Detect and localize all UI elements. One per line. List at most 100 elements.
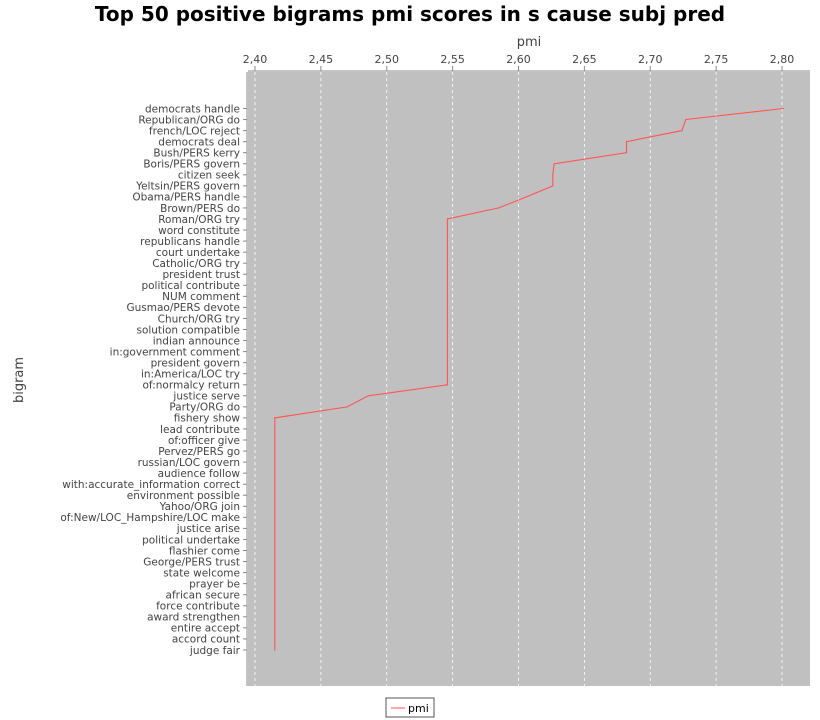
y-category-label: Church/ORG try [158,313,240,325]
series-group [274,107,784,651]
data-point [274,450,276,452]
data-point [525,196,528,198]
data-point [274,549,276,552]
x-tick-label: 2,75 [704,53,729,66]
legend: pmi [385,697,435,718]
data-point [274,560,276,563]
y-category-label: award strengthen [147,612,240,624]
y-category-label: prayer be [189,578,240,590]
x-tick-label: 2,60 [506,53,531,66]
y-category-label: political undertake [142,534,240,546]
x-tick-label: 2,70 [638,53,663,66]
y-category-label: accord count [172,634,240,646]
data-point [446,262,448,264]
y-category-label: judge fair [189,645,241,657]
y-category-label: justice arise [176,523,240,535]
data-point [446,317,448,320]
data-point [681,130,683,132]
data-point [274,572,276,574]
data-point [274,605,276,607]
y-category-label: entire accept [171,623,240,635]
data-point [274,505,276,507]
y-category-label: Gusmao/PERS devote [127,302,241,314]
data-point [274,638,276,640]
data-point [552,185,554,187]
data-point [346,406,348,408]
data-point [274,494,276,496]
legend-label: pmi [408,702,429,715]
legend-box [385,697,435,718]
y-category-label: audience follow [158,468,241,480]
series-line-pmi [274,107,784,650]
x-axis-label: pmi [517,35,542,50]
y-category-label: Catholic/ORG try [152,258,240,270]
data-point [446,251,448,253]
chart-title: Top 50 positive bigrams pmi scores in s … [95,2,725,26]
y-category-label: democrats handle [145,103,240,115]
y-category-label: african secure [166,590,240,602]
y-category-label: democrats deal [158,136,240,148]
y-category-label: Bush/PERS kerry [153,148,240,160]
data-point [446,306,448,308]
data-point [367,395,369,397]
data-point [625,141,628,143]
y-category-label: of:New/LOC_Hampshire/LOC make [60,512,240,524]
y-category-label: Republican/ORG do [138,114,240,126]
y-category-label: justice serve [172,391,240,403]
data-point [446,339,448,342]
data-point [274,627,276,629]
y-category-label: flashier come [169,545,240,557]
y-category-label: state welcome [163,567,240,579]
y-category-label: NUM comment [162,291,240,303]
data-point [274,583,276,585]
y-category-label: indian announce [153,335,240,347]
y-category-label: republicans handle [140,236,240,248]
data-point [552,174,554,176]
data-point [446,351,448,353]
y-category-label: president trust [162,269,240,281]
y-category-label: citizen seek [178,170,241,182]
data-point [446,273,448,275]
data-point [446,373,448,375]
data-point [274,461,276,463]
y-category-label: Yeltsin/PERS govern [135,181,240,193]
grid-lines [254,72,783,686]
y-category-label: Roman/ORG try [158,214,240,226]
plot-area [248,72,810,686]
data-point [274,428,276,430]
data-point [274,538,276,541]
y-category-label: Boris/PERS govern [143,159,240,171]
y-category-label: Brown/PERS do [160,203,240,215]
x-tick-label: 2,40 [243,53,268,66]
y-category-label: of:normalcy return [142,380,240,392]
y-category-label: in:government comment [110,346,240,358]
y-category-label: with:accurate_information correct [62,479,240,491]
y-category-label: in:America/LOC try [141,369,240,381]
data-point [446,218,448,220]
data-point [274,527,276,530]
data-point [274,616,276,618]
y-category-label: president govern [151,357,240,369]
x-tick-label: 2,65 [572,53,597,66]
y-category-label: George/PERS trust [143,556,240,568]
y-category-label: Pervez/PERS go [158,446,240,458]
data-point [274,483,276,485]
data-point [274,439,276,441]
x-tick-label: 2,45 [309,53,334,66]
data-point [274,594,276,596]
data-point [685,118,687,121]
data-point [446,362,448,364]
data-point [274,417,276,419]
data-point [446,328,448,331]
x-tick-label: 2,50 [375,53,400,66]
y-category-label: Party/ORG do [169,402,240,414]
y-category-label: solution compatible [136,324,240,336]
y-axis-label: bigram [12,357,27,403]
y-category-label: french/LOC reject [149,125,240,137]
data-point [553,163,555,165]
y-category-label: environment possible [127,490,240,502]
y-category-label: of:officer give [168,435,240,447]
y-category-label: russian/LOC govern [138,457,240,469]
